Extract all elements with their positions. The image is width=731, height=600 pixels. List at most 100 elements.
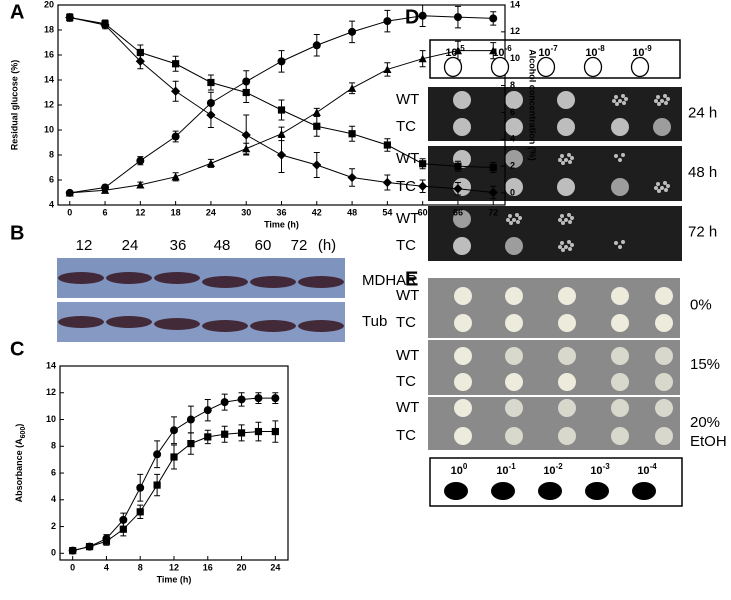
colony (506, 218, 510, 222)
spot (655, 399, 673, 417)
marker (419, 160, 427, 168)
x-axis-title: Time (h) (157, 574, 192, 584)
strain-label: WT (396, 150, 419, 167)
marker (100, 186, 110, 194)
colony (663, 181, 667, 185)
x-tick-label: 12 (169, 562, 179, 572)
marker (271, 394, 280, 403)
spot (505, 91, 523, 109)
x-tick-label: 24 (270, 562, 280, 572)
band (154, 272, 200, 284)
strain-label: TC (396, 373, 416, 390)
marker (172, 60, 180, 68)
marker (453, 13, 462, 22)
colony (621, 240, 625, 244)
colony (558, 218, 562, 222)
colony (657, 102, 661, 106)
colony (660, 186, 664, 190)
dilution-base: 10 (492, 47, 504, 59)
spot (655, 373, 673, 391)
strain-label: WT (396, 210, 419, 227)
colony (615, 102, 619, 106)
colony (570, 156, 574, 160)
dilution-base: 10 (590, 465, 602, 477)
colony (614, 154, 618, 158)
y-axis-title-part: 600 (20, 427, 27, 439)
marker (241, 130, 251, 140)
x-tick-label: 36 (276, 207, 286, 217)
spot (655, 314, 673, 332)
y2-tick-label: 12 (510, 26, 520, 36)
marker (418, 181, 428, 191)
marker (171, 86, 181, 96)
strain-label: TC (396, 427, 416, 444)
y2-tick-label: 8 (510, 80, 515, 90)
band (250, 320, 296, 332)
x-tick-label: 48 (347, 207, 357, 217)
dilution-well (538, 482, 562, 500)
marker (453, 184, 463, 194)
spot (454, 373, 472, 391)
dilution-well (490, 56, 510, 78)
colony (560, 154, 564, 158)
y-tick-label: 2 (51, 521, 56, 531)
marker (69, 547, 77, 555)
colony (564, 245, 568, 249)
y-tick-label: 14 (46, 360, 56, 370)
plate-divider (428, 338, 680, 340)
spot (557, 118, 575, 136)
spot (558, 427, 576, 445)
marker (135, 56, 145, 66)
colony (618, 158, 622, 162)
spot (453, 118, 471, 136)
dilution-label: 10-9 (632, 44, 652, 59)
marker (276, 150, 287, 160)
marker (383, 65, 392, 74)
spot (454, 287, 472, 305)
marker (348, 130, 356, 138)
marker (489, 14, 498, 23)
spot (611, 373, 629, 391)
marker (454, 162, 462, 170)
dilution-well (536, 56, 556, 78)
y-tick-label: 16 (44, 49, 54, 59)
y-tick-label: 0 (51, 548, 56, 558)
colony (567, 240, 571, 244)
time-label: 24 h (688, 104, 717, 121)
colony (664, 101, 668, 105)
marker (277, 106, 286, 114)
colony (568, 247, 572, 251)
dilution-base: 10 (496, 465, 508, 477)
marker (348, 27, 357, 36)
dilution-base: 10 (632, 47, 644, 59)
marker (170, 453, 178, 461)
dilution-label: 10-4 (637, 462, 657, 477)
x-tick-label: 20 (237, 562, 247, 572)
plate (428, 146, 682, 201)
spot (611, 118, 629, 136)
band (58, 272, 104, 284)
marker (277, 129, 286, 138)
y-tick-label: 6 (51, 467, 56, 477)
marker (237, 429, 246, 437)
marker (186, 415, 195, 424)
dilution-label: 10-1 (496, 462, 516, 477)
panel-label: E (405, 268, 418, 290)
marker (206, 98, 215, 107)
dilution-base: 10 (538, 47, 550, 59)
marker (136, 483, 145, 492)
colony (516, 220, 520, 224)
y2-tick-label: 0 (510, 187, 515, 197)
spot (611, 178, 629, 196)
dilution-base: 10 (445, 47, 457, 59)
y-tick-label: 8 (49, 149, 54, 159)
band (250, 276, 296, 288)
dilution-base: 10 (451, 465, 463, 477)
colony (664, 188, 668, 192)
colony (660, 99, 664, 103)
spot (505, 118, 523, 136)
colony (612, 99, 616, 103)
colony (570, 216, 574, 220)
x-tick-label: 30 (241, 207, 251, 217)
spot (558, 347, 576, 365)
